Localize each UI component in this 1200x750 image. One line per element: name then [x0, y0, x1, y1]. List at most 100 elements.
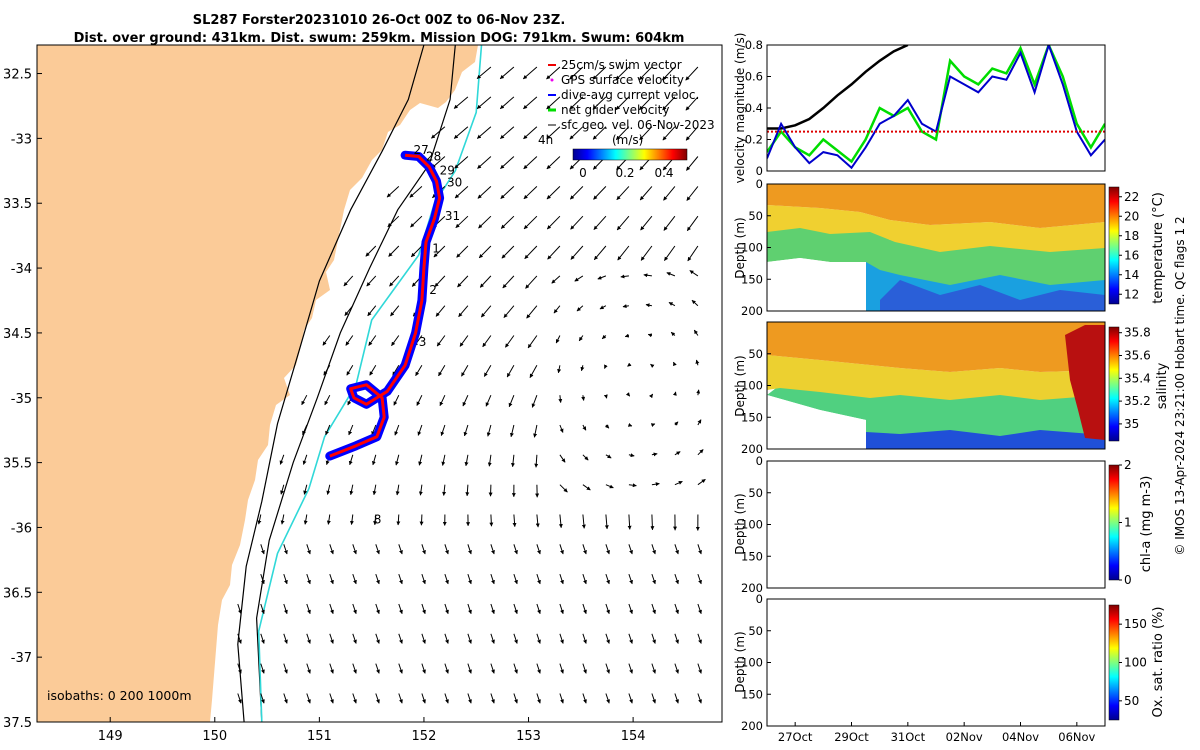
velocity-vector	[306, 663, 311, 674]
depth-tick-label: 200	[741, 304, 763, 318]
velocity-vector	[260, 544, 265, 555]
velocity-vector	[643, 273, 652, 278]
day-label: 30	[447, 175, 462, 189]
velocity-vector	[283, 663, 288, 674]
velocity-vector	[559, 454, 566, 463]
velocity-vector	[415, 365, 423, 377]
velocity-vector	[523, 156, 538, 170]
colorbar-tick-0: 0	[579, 166, 587, 180]
velocity-vector	[500, 126, 515, 139]
velocity-vector	[662, 126, 676, 141]
velocity-vector	[419, 514, 424, 526]
velocity-vector	[375, 663, 380, 674]
footer-note: © IMOS 13-Apr-2024 23:21:00 Hobart time.…	[1173, 216, 1187, 555]
chl-colorbar	[1108, 464, 1120, 581]
velocity-vector	[536, 633, 541, 644]
velocity-vector	[645, 303, 652, 308]
velocity-vector	[513, 603, 518, 615]
velocity-vector	[463, 424, 469, 437]
velocity-vector	[389, 275, 400, 287]
velocity-vector	[375, 633, 380, 644]
temperature-y-ticks: 0 50 100 150 200	[741, 177, 771, 318]
velocity-vector	[326, 514, 331, 525]
velocity-y-tick-label: 0.8	[745, 38, 763, 52]
velocity-vector	[418, 484, 423, 496]
map-y-tick-label: 37.5	[3, 716, 32, 731]
velocity-vector	[467, 693, 472, 704]
velocity-vector	[503, 305, 515, 318]
temperature-colorbar-ticks: 22 20 18 16 14 12	[1119, 190, 1139, 301]
velocity-vector	[628, 453, 635, 458]
date-tick-label: 06Nov	[1058, 730, 1095, 744]
velocity-y-ticks: 0 0.2 0.4 0.6 0.8	[745, 38, 771, 178]
velocity-vector	[500, 215, 515, 229]
velocity-vector	[582, 454, 589, 461]
legend-label-gps: GPS surface velocity	[561, 73, 684, 87]
velocity-vector	[628, 483, 637, 488]
velocity-vector	[648, 393, 654, 399]
velocity-vector	[464, 454, 469, 467]
depth-tick-label: 100	[741, 379, 763, 393]
temperature-ylabel: Depth (m)	[733, 217, 747, 278]
velocity-vector	[615, 66, 630, 80]
velocity-vector	[695, 359, 700, 366]
velocity-vector	[685, 96, 699, 111]
velocity-vector	[500, 156, 515, 169]
velocity-vector	[329, 663, 334, 674]
velocity-vector	[628, 633, 633, 644]
colorbar-tick-2: 0.4	[654, 166, 673, 180]
depth-tick-label: 150	[741, 272, 763, 286]
velocity-vector	[455, 215, 469, 229]
velocity-vector	[687, 245, 699, 262]
day-label: 1	[432, 242, 440, 256]
velocity-vector	[582, 573, 587, 585]
velocity-vector	[628, 603, 633, 615]
velocity-vector	[434, 275, 446, 288]
velocity-vector	[490, 633, 495, 644]
velocity-vector	[582, 603, 587, 615]
velocity-vector	[390, 305, 400, 317]
velocity-vector	[489, 514, 494, 527]
velocity-vector	[454, 156, 469, 169]
velocity-vector	[604, 364, 608, 369]
velocity-vector	[508, 395, 515, 408]
velocity-vector	[386, 186, 400, 198]
date-tick-label: 04Nov	[1002, 730, 1039, 744]
velocity-vector	[638, 66, 653, 81]
velocity-vector	[605, 484, 614, 489]
velocity-vector	[306, 544, 311, 555]
velocity-vector	[522, 66, 538, 80]
velocity-vector	[627, 514, 632, 530]
colorbar-tick-label: 50	[1124, 694, 1139, 708]
velocity-vector	[639, 96, 653, 111]
velocity-vector	[605, 573, 610, 585]
day-label: 28	[426, 149, 441, 163]
title-line-1: SL287 Forster20231010 26-Oct 00Z to 06-N…	[193, 13, 566, 28]
velocity-vector	[502, 275, 515, 289]
velocity-vector	[674, 693, 679, 704]
velocity-vector	[329, 603, 334, 615]
velocity-vector	[369, 365, 377, 376]
velocity-vector	[605, 544, 610, 555]
chl-colorbar-label: chl-a (mg m-3)	[1139, 476, 1154, 573]
velocity-vector	[559, 573, 564, 585]
velocity-vector	[237, 633, 242, 644]
colorbar-tick-label: 150	[1124, 617, 1147, 631]
day-label: 29	[440, 164, 455, 178]
oxygen-colorbar-ticks: 150 100 50	[1119, 617, 1147, 708]
depth-tick-label: 100	[741, 241, 763, 255]
velocity-vector	[604, 514, 609, 530]
depth-tick-label: 200	[741, 581, 763, 595]
velocity-vector	[352, 693, 357, 704]
velocity-vector	[283, 544, 288, 555]
velocity-vector	[283, 603, 288, 615]
colorbar-tick-label: 2	[1124, 458, 1132, 472]
velocity-vector	[490, 693, 495, 704]
velocity-vector	[592, 126, 607, 140]
velocity-vector	[574, 275, 584, 282]
velocity-ylabel: velocity magnitude (m/s)	[733, 33, 747, 184]
velocity-vector	[689, 270, 699, 277]
colorbar-tick-label: 12	[1124, 287, 1139, 301]
velocity-vector	[457, 275, 469, 288]
date-tick-label: 27Oct	[778, 730, 813, 744]
